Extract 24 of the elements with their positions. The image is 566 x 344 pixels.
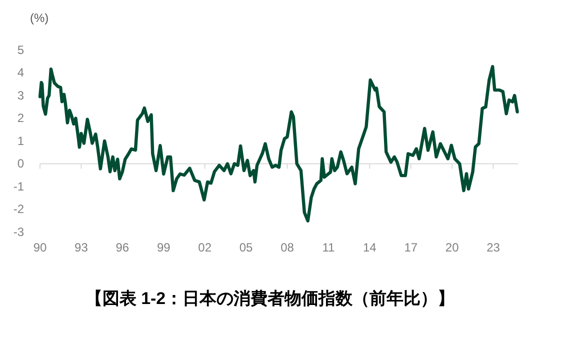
x-tick-label: 05 [239, 240, 254, 255]
x-tick-label: 14 [362, 240, 377, 255]
y-tick-label: -1 [13, 179, 24, 194]
y-tick-label: 0 [17, 156, 24, 171]
y-tick-label: 5 [17, 42, 24, 57]
x-tick-label: 90 [33, 240, 47, 255]
x-tick-label: 17 [404, 240, 418, 255]
y-tick-label: 2 [17, 111, 24, 126]
line-series [38, 65, 519, 222]
y-tick-label: -2 [13, 202, 24, 216]
x-tick-label: 08 [280, 240, 294, 255]
y-tick-label: 4 [17, 66, 24, 80]
x-tick-label: 99 [156, 240, 171, 255]
y-axis-title: (%) [30, 11, 49, 25]
y-tick-label: 3 [17, 88, 24, 102]
x-tick-label: 02 [198, 240, 212, 255]
x-tick-label: 93 [74, 240, 88, 255]
text: 【図表 1-2：日本の消費者物価指数（前年比）】 [85, 289, 455, 308]
y-tick-label: 1 [17, 134, 24, 148]
x-tick-label: 23 [486, 240, 500, 255]
y-tick-label: -3 [13, 224, 24, 239]
x-tick-label: 20 [445, 240, 460, 255]
x-tick-label: 11 [322, 240, 335, 255]
x-tick-label: 96 [116, 240, 130, 255]
